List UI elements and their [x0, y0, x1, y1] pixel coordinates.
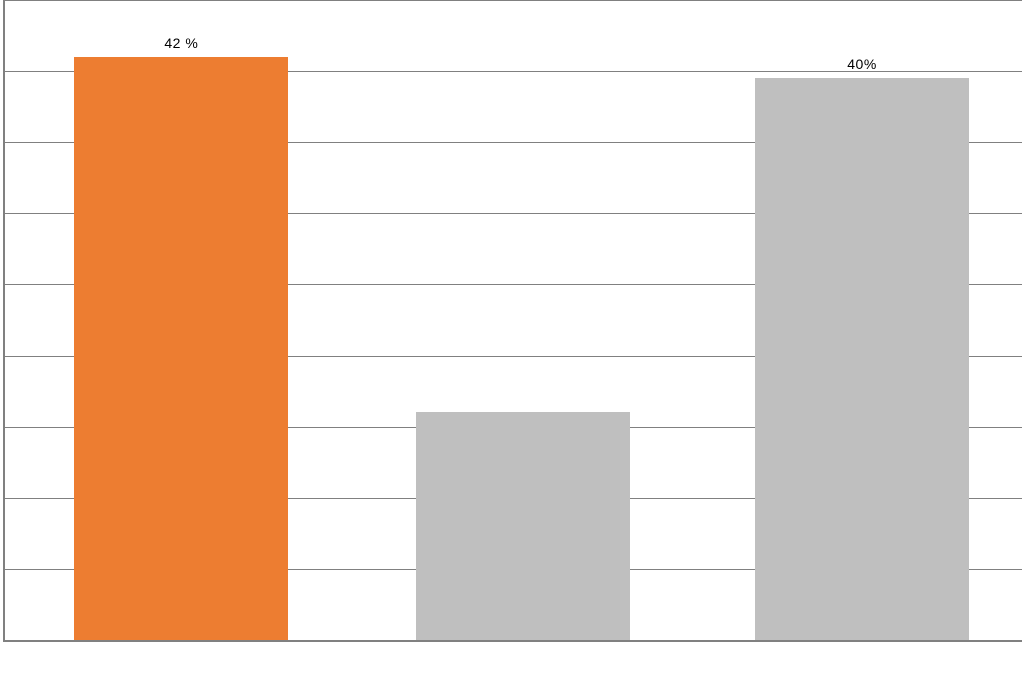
y-axis-line — [3, 0, 5, 640]
bar — [416, 412, 630, 640]
x-axis-baseline — [3, 640, 1022, 642]
bar — [755, 78, 969, 640]
bar-chart: 42 % 40% — [0, 0, 1024, 682]
gridline — [3, 0, 1022, 1]
bar-value-label: 40% — [847, 56, 877, 72]
bar — [74, 57, 288, 640]
plot-area: 42 % 40% — [3, 0, 1022, 640]
bar-value-label: 42 % — [164, 35, 198, 51]
